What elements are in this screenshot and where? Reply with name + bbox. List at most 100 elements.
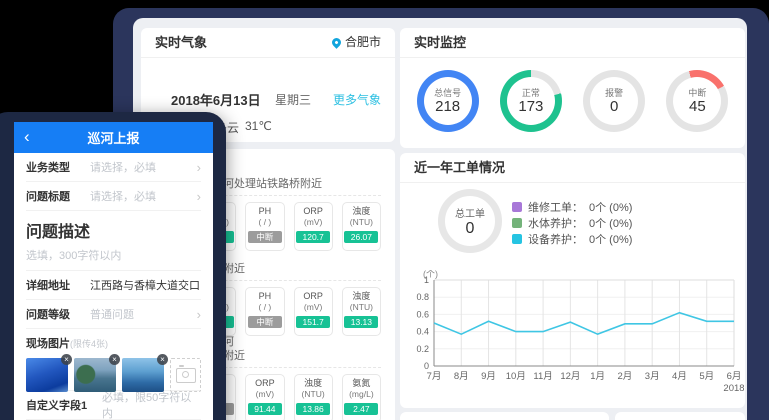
measurement-unit: ( / ) (258, 217, 272, 227)
address-row[interactable]: 详细地址 江西路与香樟大道交口 (26, 271, 201, 300)
station-divider (155, 367, 381, 368)
gauge-label: 总信号 (434, 87, 462, 98)
measurement-param: 浊度 (352, 206, 371, 216)
svg-text:12月: 12月 (560, 371, 580, 382)
measurement-value-pill: 13.13 (344, 316, 379, 328)
remove-photo-button[interactable]: × (109, 354, 120, 365)
svg-text:7月: 7月 (427, 371, 442, 382)
remove-photo-button[interactable]: × (61, 354, 72, 365)
legend-label: 水体养护： (528, 218, 583, 230)
issue-title-row[interactable]: 问题标题 请选择，必填 › (26, 182, 201, 211)
gauge-label: 正常 (521, 87, 540, 98)
svg-text:4月: 4月 (672, 371, 687, 382)
back-button[interactable]: ‹ (24, 127, 30, 146)
weather-card: 实时气象 合肥市 2018年6月13日 星期三 更多气象 多云 31℃ (141, 28, 395, 142)
legend-value: 0个 (0%) (589, 202, 633, 214)
measurement-param: 浊度 (304, 378, 323, 388)
measurement-value-pill: 13.86 (296, 403, 331, 415)
svg-text:0.8: 0.8 (416, 292, 429, 302)
legend-label: 设备养护： (528, 234, 583, 246)
chevron-right-icon: › (196, 159, 201, 175)
measurement-value-pill: 151.7 (296, 316, 331, 328)
measurement-card: ORP (mV) 151.7 (293, 287, 333, 336)
weather-weekday: 星期三 (275, 93, 312, 107)
phone-page-title: 巡河上报 (87, 131, 140, 146)
business-type-row[interactable]: 业务类型 请选择，必填 › (26, 153, 201, 182)
station-name: 河处理站铁路桥附近 (223, 178, 322, 190)
site-photos-note: (限传4张) (70, 339, 108, 349)
measurement-unit: (NTU) (301, 389, 325, 399)
svg-text:1月: 1月 (590, 371, 605, 382)
measurement-value-pill: 2.47 (344, 403, 379, 415)
svg-text:6月: 6月 (727, 371, 742, 382)
site-photo-thumbnail: × (26, 354, 72, 392)
measurement-value-pill: 120.7 (296, 231, 331, 243)
station-name: 河附近 (223, 336, 245, 362)
measurement-param: ORP (255, 378, 275, 388)
issue-title-placeholder: 请选择，必填 (90, 191, 156, 203)
svg-text:1: 1 (424, 275, 429, 285)
svg-text:3月: 3月 (645, 371, 660, 382)
site-photo-thumbnail: × (74, 354, 120, 392)
legend-color-swatch (512, 234, 522, 244)
legend-color-swatch (512, 218, 522, 228)
measurement-param: ORP (303, 206, 323, 216)
legend-value: 0个 (0%) (589, 218, 633, 230)
measurement-value-pill: 中断 (247, 231, 282, 243)
workorders-line-chart: 0 0.2 0.4 0.6 0.8 1 7月 8月 9月 10月 11月 12月 1月 2月 3月 4月 5月 6… (416, 270, 744, 394)
issue-title-label: 问题标题 (26, 191, 70, 203)
add-photo-button[interactable] (170, 358, 201, 392)
custom-field-1-label: 自定义字段1 (26, 400, 88, 412)
bottom-card-stub-right (615, 412, 745, 420)
gauge-value: 173 (518, 97, 544, 115)
site-photos-section: 现场图片(限传4张) × × × (26, 329, 201, 392)
svg-text:0: 0 (424, 361, 429, 371)
measurement-unit: (mV) (303, 217, 323, 227)
weather-title: 实时气象 (155, 35, 208, 50)
legend-row: 维修工单： 0个 (0%) (512, 199, 632, 215)
gauge-value: 0 (609, 97, 619, 115)
monitor-card-header: 实时监控 (400, 28, 745, 58)
issue-description-label: 问题描述 (26, 224, 91, 241)
bottom-card-stub-left (400, 412, 609, 420)
measurement-card: 氨氮 (mg/L) 2.47 (341, 374, 381, 420)
weather-card-header: 实时气象 合肥市 (141, 28, 395, 58)
measurement-param: PH (258, 291, 272, 301)
address-value: 江西路与香樟大道交口 (90, 280, 200, 292)
svg-text:5月: 5月 (699, 371, 714, 382)
measurement-param: PH (258, 206, 272, 216)
station-divider (155, 195, 381, 196)
issue-description-field[interactable]: 问题描述 选填，300字符以内 (26, 211, 201, 271)
remove-photo-button[interactable]: × (157, 354, 168, 365)
gauge-ring: 总信号 218 (416, 70, 479, 132)
measurement-value-pill: 26.07 (344, 231, 379, 243)
measurement-unit: (mV) (303, 302, 323, 312)
gauge-ring: 正常 173 (499, 70, 562, 132)
measurement-unit: (mg/L) (349, 389, 374, 399)
total-workorder-donut: 总工单 0 (438, 189, 502, 253)
measurement-card: 浊度 (NTU) 26.07 (341, 202, 381, 251)
svg-text:11月: 11月 (533, 371, 552, 382)
city-label: 合肥市 (344, 35, 381, 49)
gauge-row: 总信号 218 正常 173 报警 0 中断 45 (406, 60, 739, 142)
gauge-center: 总信号 218 (423, 77, 472, 125)
workorder-card: 近一年工单情况 总工单 0 维修工单： 0个 (0%) 水体养护： 0个 (0%) 设备… (400, 153, 745, 408)
workorder-legend: 维修工单： 0个 (0%) 水体养护： 0个 (0%) 设备养护： 0个 (0%) (512, 199, 632, 247)
measurement-value-pill: 中断 (247, 316, 282, 328)
measurement-param: 浊度 (352, 291, 371, 301)
svg-text:8月: 8月 (454, 371, 469, 382)
svg-text:10月: 10月 (506, 371, 526, 382)
measurement-unit: (NTU) (349, 302, 373, 312)
svg-text:0.2: 0.2 (416, 344, 429, 354)
gauge-value: 45 (689, 97, 706, 115)
city-selector[interactable]: 合肥市 (330, 28, 381, 57)
more-weather-link[interactable]: 更多气象 (332, 93, 381, 107)
legend-value: 0个 (0%) (589, 234, 633, 246)
weather-date: 2018年6月13日 (171, 93, 261, 108)
svg-text:0.4: 0.4 (416, 327, 429, 337)
legend-label: 维修工单： (528, 202, 583, 214)
custom-field-1-row[interactable]: 自定义字段1 必填，限50字符以内 (26, 391, 201, 420)
measurement-card: 浊度 (NTU) 13.13 (341, 287, 381, 336)
issue-level-row[interactable]: 问题等级 普通问题 › (26, 300, 201, 329)
measurement-card: ORP (mV) 120.7 (293, 202, 333, 251)
